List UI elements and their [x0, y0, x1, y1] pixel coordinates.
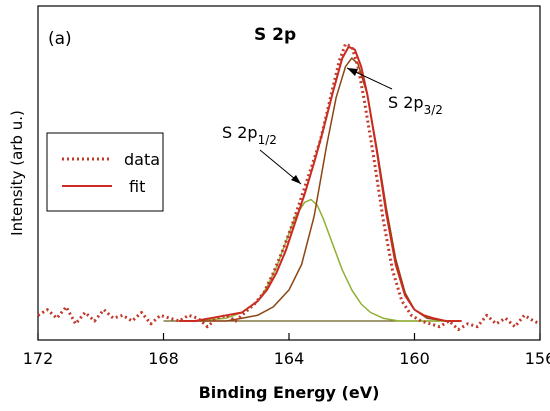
x-axis-ticks: 172 168 164 160 156	[23, 333, 550, 368]
series-s-2p1-2-component	[194, 198, 446, 322]
annotation-text-s2p32: S 2p	[388, 93, 424, 112]
series-layer	[37, 42, 541, 331]
chart-title: S 2p	[254, 25, 296, 45]
panel-label: (a)	[48, 29, 72, 49]
annotation-s2p12: S 2p1/2	[222, 123, 302, 185]
x-tick-label: 172	[23, 349, 54, 368]
x-tick-label: 156	[525, 349, 550, 368]
annotation-text-s2p12: S 2p	[222, 123, 258, 142]
annotation-label-s2p32: S 2p3/2	[388, 93, 443, 117]
legend-box	[46, 132, 164, 212]
legend-label-data: data	[124, 150, 160, 169]
x-tick-label: 168	[148, 349, 179, 368]
annotation-label-s2p12: S 2p1/2	[222, 123, 277, 147]
x-tick-label: 164	[274, 349, 305, 368]
annotation-s2p32: S 2p3/2	[346, 67, 443, 117]
series-s-2p3-2-component	[194, 57, 447, 322]
annotation-sub-s2p12: 1/2	[258, 133, 277, 147]
annotation-sub-s2p32: 3/2	[424, 103, 443, 117]
arrowhead-s2p12	[291, 175, 301, 184]
legend-label-fit: fit	[129, 177, 145, 196]
arrowhead-s2p32	[347, 68, 358, 76]
x-axis-title: Binding Energy (eV)	[199, 383, 380, 402]
y-axis-title: Intensity (arb u.)	[8, 110, 26, 236]
legend: data fit	[46, 132, 164, 212]
x-tick-label: 160	[399, 349, 430, 368]
